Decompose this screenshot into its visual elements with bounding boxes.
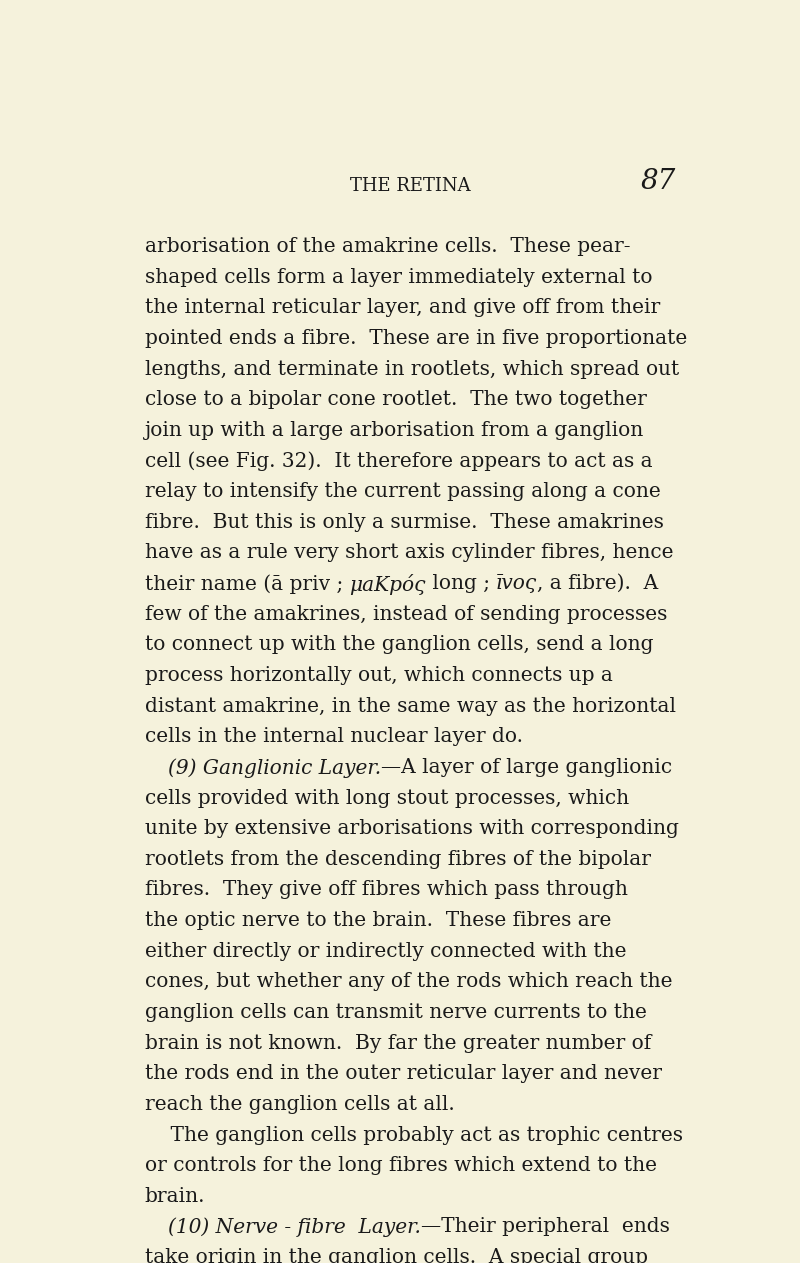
Text: the optic nerve to the brain.  These fibres are: the optic nerve to the brain. These fibr…: [145, 911, 611, 930]
Text: cell (see Fig. 32).  It therefore appears to act as a: cell (see Fig. 32). It therefore appears…: [145, 452, 652, 471]
Text: distant amakrine, in the same way as the horizontal: distant amakrine, in the same way as the…: [145, 697, 676, 716]
Text: the internal reticular layer, and give off from their: the internal reticular layer, and give o…: [145, 298, 660, 317]
Text: brain.: brain.: [145, 1187, 205, 1206]
Text: brain is not known.  By far the greater number of: brain is not known. By far the greater n…: [145, 1033, 651, 1052]
Text: The ganglion cells probably act as trophic centres: The ganglion cells probably act as troph…: [145, 1125, 682, 1144]
Text: or controls for the long fibres which extend to the: or controls for the long fibres which ex…: [145, 1156, 657, 1175]
Text: (9) Ganglionic Layer.: (9) Ganglionic Layer.: [168, 758, 382, 778]
Text: ganglion cells can transmit nerve currents to the: ganglion cells can transmit nerve curren…: [145, 1003, 646, 1022]
Text: fibre.  But this is only a surmise.  These amakrines: fibre. But this is only a surmise. These…: [145, 513, 663, 532]
Text: their name (ā priv ;: their name (ā priv ;: [145, 575, 350, 594]
Text: cells in the internal nuclear layer do.: cells in the internal nuclear layer do.: [145, 727, 522, 746]
Text: long ;: long ;: [426, 575, 496, 594]
Text: shaped cells form a layer immediately external to: shaped cells form a layer immediately ex…: [145, 268, 652, 287]
Text: either directly or indirectly connected with the: either directly or indirectly connected …: [145, 942, 626, 961]
Text: to connect up with the ganglion cells, send a long: to connect up with the ganglion cells, s…: [145, 635, 653, 654]
Text: īvoς: īvoς: [496, 575, 537, 594]
Text: take origin in the ganglion cells.  A special group: take origin in the ganglion cells. A spe…: [145, 1248, 648, 1263]
Text: fibres.  They give off fibres which pass through: fibres. They give off fibres which pass …: [145, 880, 627, 899]
Text: rootlets from the descending fibres of the bipolar: rootlets from the descending fibres of t…: [145, 850, 650, 869]
Text: few of the amakrines, instead of sending processes: few of the amakrines, instead of sending…: [145, 605, 667, 624]
Text: process horizontally out, which connects up a: process horizontally out, which connects…: [145, 666, 613, 685]
Text: have as a rule very short axis cylinder fibres, hence: have as a rule very short axis cylinder …: [145, 543, 673, 562]
Text: close to a bipolar cone rootlet.  The two together: close to a bipolar cone rootlet. The two…: [145, 390, 646, 409]
Text: relay to intensify the current passing along a cone: relay to intensify the current passing a…: [145, 482, 660, 501]
Text: —Their peripheral  ends: —Their peripheral ends: [421, 1218, 670, 1236]
Text: (10) Nerve - fibre  Layer.: (10) Nerve - fibre Layer.: [168, 1218, 421, 1236]
Text: the rods end in the outer reticular layer and never: the rods end in the outer reticular laye…: [145, 1065, 662, 1084]
Text: 87: 87: [640, 168, 675, 196]
Text: unite by extensive arborisations with corresponding: unite by extensive arborisations with co…: [145, 820, 678, 839]
Text: pointed ends a fibre.  These are in five proportionate: pointed ends a fibre. These are in five …: [145, 330, 687, 349]
Text: THE RETINA: THE RETINA: [350, 177, 470, 196]
Text: μaKpός: μaKpός: [350, 575, 426, 595]
Text: lengths, and terminate in rootlets, which spread out: lengths, and terminate in rootlets, whic…: [145, 360, 679, 379]
Text: cones, but whether any of the rods which reach the: cones, but whether any of the rods which…: [145, 973, 672, 991]
Text: join up with a large arborisation from a ganglion: join up with a large arborisation from a…: [145, 421, 644, 440]
Text: cells provided with long stout processes, which: cells provided with long stout processes…: [145, 788, 629, 807]
Text: reach the ganglion cells at all.: reach the ganglion cells at all.: [145, 1095, 454, 1114]
Text: arborisation of the amakrine cells.  These pear-: arborisation of the amakrine cells. Thes…: [145, 237, 630, 256]
Text: , a fibre).  A: , a fibre). A: [537, 575, 658, 594]
Text: —A layer of large ganglionic: —A layer of large ganglionic: [382, 758, 673, 777]
